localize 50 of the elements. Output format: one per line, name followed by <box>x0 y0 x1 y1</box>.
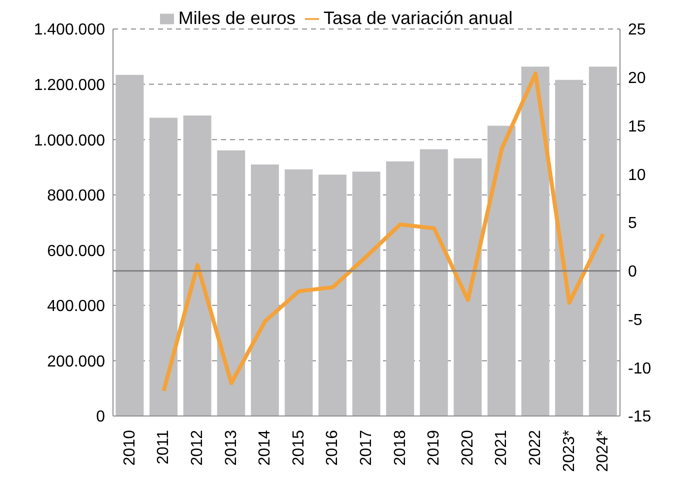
bar <box>386 161 414 416</box>
legend-label: Tasa de variación anual <box>323 8 513 28</box>
bar <box>318 174 347 416</box>
y-tick-label: 200.000 <box>47 353 106 370</box>
y-tick-label: 1.200.000 <box>34 76 106 94</box>
bar <box>217 150 246 416</box>
y2-tick-label: -5 <box>628 312 642 329</box>
y2-tick-label: 15 <box>628 118 646 136</box>
y2-tick-label: 25 <box>628 22 646 39</box>
x-tick-label: 2012 <box>189 430 206 466</box>
y2-tick-label: 10 <box>628 166 646 184</box>
x-tick-label: 2021 <box>493 430 510 466</box>
x-tick-label: 2017 <box>358 430 375 466</box>
x-tick-label: 2022 <box>527 430 544 466</box>
y-tick-label: 1.000.000 <box>34 132 106 150</box>
bar <box>250 164 279 416</box>
bar <box>116 74 144 416</box>
y2-tick-label: -15 <box>628 408 652 426</box>
y-tick-label: 400.000 <box>47 298 106 316</box>
y2-tick-label: 0 <box>628 264 637 281</box>
x-tick-label: 2010 <box>121 430 138 466</box>
bar <box>454 158 482 416</box>
x-tick-label: 2023* <box>560 430 578 472</box>
line-series <box>162 72 606 393</box>
bar <box>588 66 617 416</box>
y2-tick-label: 5 <box>628 215 637 232</box>
x-tick-label: 2015 <box>290 430 308 466</box>
bar <box>555 80 584 416</box>
bar <box>183 116 212 416</box>
y-tick-label: 0 <box>96 408 106 426</box>
bar <box>521 66 550 416</box>
x-tick-label: 2020 <box>459 430 476 466</box>
bar <box>420 149 448 416</box>
y2-tick-label: -10 <box>628 360 652 378</box>
x-tick-label: 2024* <box>594 430 612 472</box>
x-tick-label: 2014 <box>256 430 274 466</box>
bar <box>150 118 178 416</box>
y-tick-label: 1.400.000 <box>34 22 106 39</box>
x-tick-label: 2016 <box>324 430 342 466</box>
y-tick-label: 800.000 <box>47 188 106 205</box>
bar <box>352 172 380 416</box>
x-tick-label: 2013 <box>222 430 240 466</box>
y2-tick-label: 20 <box>628 70 646 88</box>
bar <box>284 169 313 416</box>
x-tick-label: 2018 <box>392 430 409 466</box>
x-tick-label: 2011 <box>155 430 172 464</box>
x-tick-label: 2019 <box>426 430 443 466</box>
y-tick-label: 600.000 <box>47 242 106 260</box>
bar <box>488 126 516 416</box>
legend-label: Miles de euros <box>178 8 296 28</box>
